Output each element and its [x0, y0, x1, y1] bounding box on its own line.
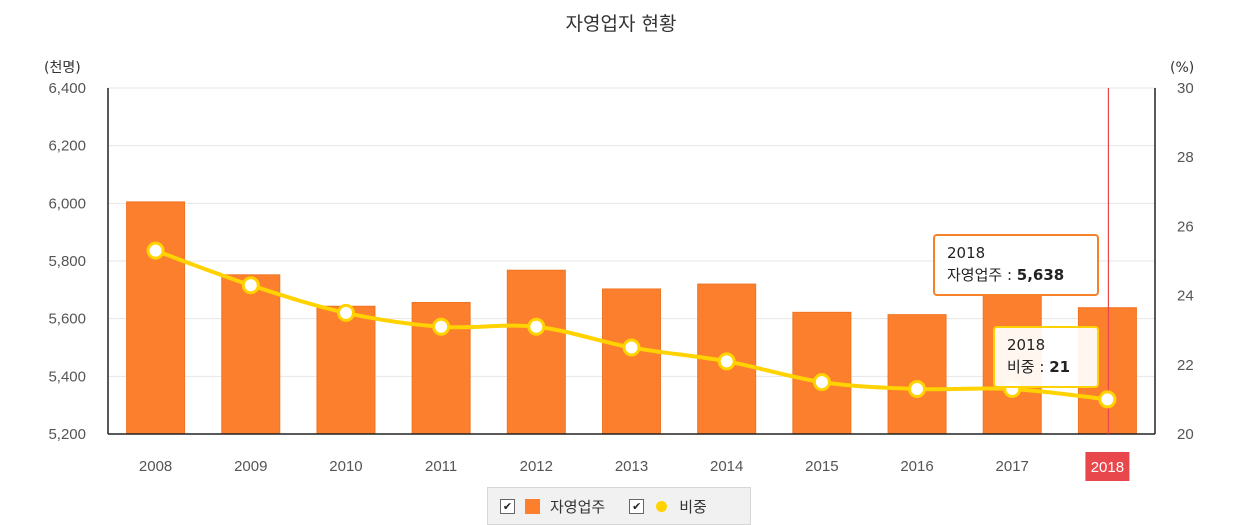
bar: [126, 201, 186, 435]
bar: [221, 274, 281, 435]
bar-tooltip-row: 자영업주 : 5,638: [947, 264, 1085, 286]
x-tick-label: 2010: [329, 458, 362, 475]
left-tick-label: 6,000: [48, 195, 86, 212]
left-tick-label: 6,400: [48, 80, 86, 97]
line-point: [241, 276, 260, 295]
right-tick-label: 20: [1177, 426, 1194, 443]
highlight-label-bg: [1085, 452, 1130, 481]
legend-checkbox-bar[interactable]: ✔: [500, 498, 515, 514]
x-tick-label: 2015: [805, 458, 838, 475]
line-tooltip: 2018 비중 : 21: [993, 326, 1099, 388]
right-tick-label: 30: [1177, 80, 1194, 97]
line-point: [432, 317, 451, 336]
line-tooltip-value: 21: [1049, 358, 1071, 376]
bar-tooltip-year: 2018: [947, 244, 986, 262]
x-tick-label: 2012: [520, 458, 553, 475]
axes: 5,200 5,400 5,600 5,800 6,000 6,200 6,400 20 22 2…: [48, 80, 1194, 481]
bar-swatch-icon: [525, 498, 540, 514]
line-point: [1098, 390, 1117, 409]
x-tick-label: 2013: [615, 458, 648, 475]
left-tick-label: 5,800: [48, 253, 86, 270]
right-tick-label: 26: [1177, 218, 1194, 235]
legend-label-bar: 자영업주: [550, 497, 606, 516]
x-tick-label: 2011: [425, 458, 457, 475]
right-tick-label: 22: [1177, 357, 1194, 374]
line-tooltip-year: 2018: [1007, 336, 1046, 354]
dot-swatch-icon: [656, 500, 668, 512]
x-tick-label: 2016: [900, 458, 933, 475]
line-point: [527, 317, 546, 336]
left-tick-label: 6,200: [48, 138, 86, 155]
x-tick-label: 2018: [1091, 459, 1124, 476]
line-series: [146, 88, 1117, 434]
legend: ✔ 자영업주 ✔ 비중: [487, 487, 751, 525]
line-point: [812, 373, 831, 392]
bar: [602, 288, 661, 435]
right-tick-label: 24: [1177, 288, 1194, 305]
line-tooltip-label: 비중 :: [1007, 358, 1050, 376]
chart-title: 자영업자 현황: [566, 13, 677, 35]
x-tick-label: 2008: [139, 458, 172, 475]
legend-item-line[interactable]: ✔ 비중: [629, 496, 707, 517]
line-tooltip-row: 비중 : 21: [1007, 356, 1085, 378]
legend-checkbox-line[interactable]: ✔: [629, 498, 645, 514]
legend-item-bar[interactable]: ✔ 자영업주: [500, 496, 605, 517]
bar-tooltip-value: 5,638: [1016, 266, 1065, 284]
bar-tooltip-label: 자영업주 :: [947, 266, 1017, 284]
x-tick-label: 2017: [996, 458, 1029, 475]
right-tick-label: 28: [1177, 149, 1194, 166]
left-tick-label: 5,400: [48, 368, 86, 385]
line-point: [146, 241, 165, 260]
line-point: [717, 352, 736, 371]
bar-series: [126, 201, 1137, 435]
left-tick-label: 5,200: [48, 426, 86, 443]
right-axis-unit: (%): [1170, 60, 1194, 76]
line-point: [622, 338, 641, 357]
x-tick-label: 2009: [234, 458, 267, 475]
bar: [506, 269, 566, 435]
left-axis-unit: (천명): [44, 60, 81, 76]
line-point: [336, 303, 355, 322]
bar: [887, 314, 947, 435]
bar: [316, 305, 376, 435]
legend-label-line: 비중: [679, 497, 707, 516]
x-tick-label: 2014: [710, 458, 743, 475]
left-tick-label: 5,600: [48, 311, 86, 328]
line-point: [908, 380, 927, 399]
bar-tooltip: 2018 자영업주 : 5,638: [933, 234, 1099, 296]
